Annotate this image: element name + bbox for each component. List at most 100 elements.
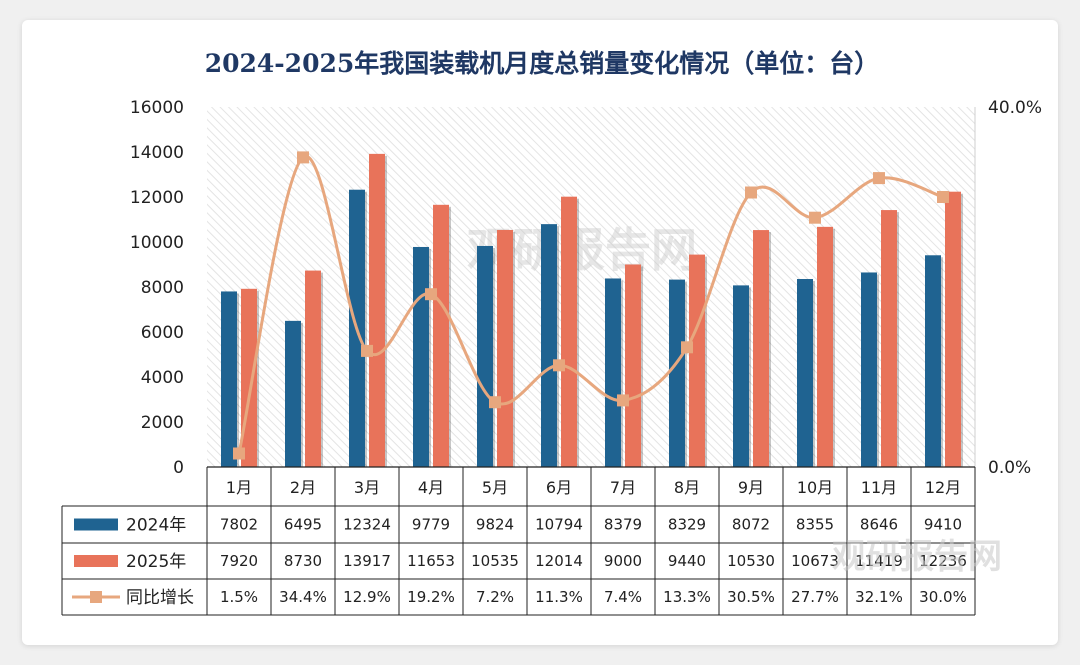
table-cell: 10673: [791, 552, 839, 570]
bar-2025: [561, 196, 577, 467]
bar-2024: [925, 255, 941, 467]
bar-2025: [625, 264, 641, 467]
bar-2025: [433, 204, 449, 467]
chart-card: 2024-2025年我国装载机月度总销量变化情况（单位：台） 观研报告网 0 20…: [22, 20, 1058, 645]
bar-2024: [221, 291, 237, 467]
growth-point: [553, 359, 565, 372]
y-tick-label: 4000: [141, 368, 184, 388]
bar-2024: [477, 245, 493, 467]
table-cell: 9410: [924, 516, 962, 534]
table-cell: 12.9%: [343, 588, 391, 606]
legend-label: 2025年: [126, 552, 186, 572]
category-label: 10月: [797, 478, 833, 497]
growth-point: [745, 186, 757, 199]
table-cell: 7920: [220, 552, 258, 570]
table-cell: 7.2%: [476, 588, 514, 606]
data-table: 1月 2月 3月 4月 5月 6月 7月 8月 9月 10月 11月 12月 2024年 7802 6495…: [61, 466, 976, 616]
table-cell: 7802: [220, 516, 258, 534]
y-tick-label: 2000: [141, 413, 184, 433]
category-label: 2月: [290, 478, 316, 497]
bar-2024: [669, 279, 685, 467]
table-cell: 30.0%: [919, 588, 967, 606]
table-cell: 19.2%: [407, 588, 455, 606]
legend-label: 2024年: [126, 516, 186, 536]
category-label: 11月: [861, 478, 897, 497]
category-label: 1月: [226, 478, 252, 497]
table-cell: 9779: [412, 516, 450, 534]
bar-2025: [689, 254, 705, 467]
category-label: 3月: [354, 478, 380, 497]
bar-2024: [733, 285, 749, 467]
legend-marker: [90, 591, 102, 603]
table-cell: 9000: [604, 552, 642, 570]
growth-point: [233, 447, 245, 460]
bar-2024: [861, 272, 877, 467]
legend-swatch: [74, 555, 118, 567]
bar-2025: [817, 226, 833, 467]
chart-title: 2024-2025年我国装载机月度总销量变化情况（单位：台）: [205, 49, 880, 78]
table-cell: 27.7%: [791, 588, 839, 606]
table-cell: 1.5%: [220, 588, 258, 606]
bar-2025: [305, 270, 321, 467]
table-cell: 12014: [535, 552, 583, 570]
category-label: 4月: [418, 478, 444, 497]
y-tick-label: 10000: [130, 233, 184, 253]
table-cell: 9824: [476, 516, 514, 534]
category-label: 8月: [674, 478, 700, 497]
legend-swatch: [74, 518, 118, 531]
table-cell: 32.1%: [855, 588, 903, 606]
plot-area: [207, 107, 975, 467]
category-label: 6月: [546, 478, 572, 497]
table-cell: 10794: [535, 516, 583, 534]
growth-line: [233, 151, 949, 460]
bar-2025: [945, 191, 961, 467]
table-cell: 12324: [343, 516, 391, 534]
table-cell: 6495: [284, 516, 322, 534]
growth-point: [809, 211, 821, 224]
table-cell: 12236: [919, 552, 967, 570]
growth-point: [489, 396, 501, 409]
chart: 2024-2025年我国装载机月度总销量变化情况（单位：台） 观研报告网 0 20…: [61, 49, 1042, 616]
legend-label: 同比增长: [126, 588, 194, 608]
category-label: 12月: [925, 478, 961, 497]
y-tick-label: 8000: [141, 278, 184, 298]
table-cell: 10530: [727, 552, 775, 570]
category-label: 7月: [610, 478, 636, 497]
y2-tick-label: 40.0%: [988, 98, 1042, 118]
table-cell: 13.3%: [663, 588, 711, 606]
bar-2025: [369, 153, 385, 467]
table-cell: 8730: [284, 552, 322, 570]
table-cell: 8072: [732, 516, 770, 534]
table-cell: 11419: [855, 552, 903, 570]
bar-2024: [541, 224, 557, 467]
bar-2025: [881, 210, 897, 467]
y-tick-label: 14000: [130, 143, 184, 163]
table-cell: 34.4%: [279, 588, 327, 606]
bar-2025: [753, 230, 769, 467]
y-tick-label: 0: [173, 458, 184, 478]
table-cell: 8355: [796, 516, 834, 534]
y-tick-label: 12000: [130, 188, 184, 208]
watermark-corner: 观研报告网: [832, 537, 1002, 577]
growth-point: [681, 341, 693, 354]
category-label: 9月: [738, 478, 764, 497]
growth-point: [617, 394, 629, 407]
growth-point: [873, 172, 885, 185]
y2-axis: 0.0% 40.0%: [974, 98, 1042, 478]
growth-point: [361, 344, 373, 357]
y-axis: 0 2000 4000 6000 8000 10000 12000 14000 16000: [130, 98, 184, 478]
growth-point: [297, 151, 309, 164]
table-cell: 11.3%: [535, 588, 583, 606]
table-cell: 10535: [471, 552, 519, 570]
bars: [221, 153, 963, 467]
table-cell: 13917: [343, 552, 391, 570]
y-tick-label: 16000: [130, 98, 184, 118]
bar-2025: [241, 288, 257, 467]
table-cell: 9440: [668, 552, 706, 570]
growth-point: [425, 288, 437, 301]
table-cell: 7.4%: [604, 588, 642, 606]
category-label: 5月: [482, 478, 508, 497]
bar-2025: [497, 229, 513, 467]
y2-tick-label: 0.0%: [988, 458, 1031, 478]
growth-point: [937, 191, 949, 203]
